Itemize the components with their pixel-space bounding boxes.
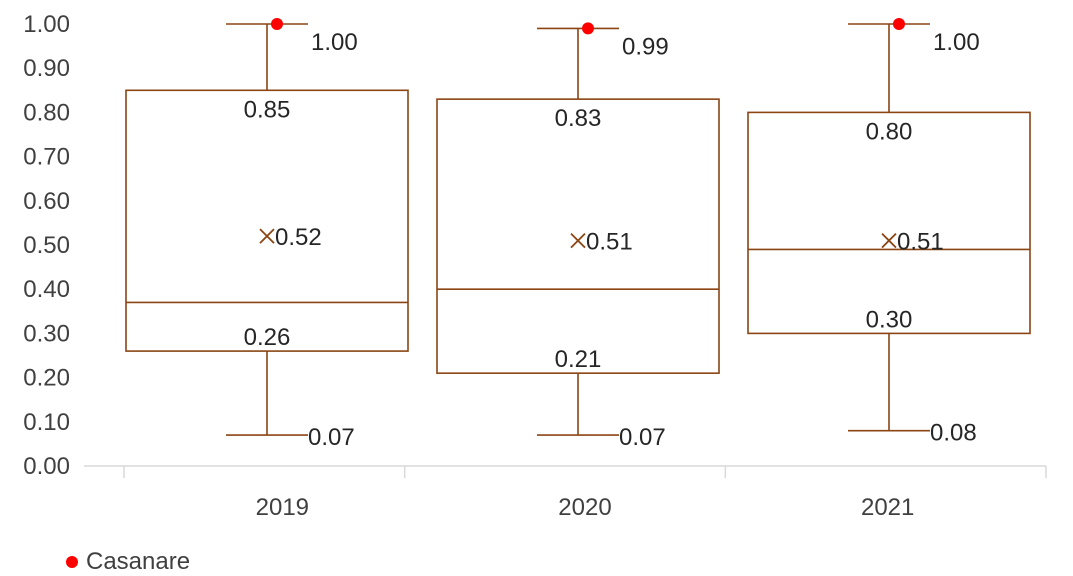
mean-marker	[570, 232, 586, 249]
legend: Casanare	[66, 548, 190, 576]
q1-label: 0.21	[555, 346, 602, 373]
min-label: 0.07	[619, 424, 666, 451]
y-tick-label: 0.90	[23, 55, 70, 82]
q1-label: 0.26	[244, 324, 291, 351]
y-tick-label: 0.10	[23, 409, 70, 436]
y-tick-label: 0.80	[23, 99, 70, 126]
min-label: 0.08	[930, 420, 977, 447]
y-tick-label: 0.40	[23, 276, 70, 303]
max-label: 1.00	[933, 29, 980, 56]
box-iqr	[436, 98, 720, 374]
y-tick-label: 0.60	[23, 188, 70, 215]
q3-label: 0.85	[244, 96, 291, 123]
y-tick-label: 1.00	[23, 11, 70, 38]
y-tick-label: 0.20	[23, 365, 70, 392]
y-tick-label: 0.00	[23, 453, 70, 480]
q1-label: 0.30	[866, 306, 913, 333]
x-tick-label: 2020	[558, 494, 611, 521]
legend-marker-casanare	[66, 556, 78, 568]
casanare-point	[893, 18, 905, 30]
casanare-point	[271, 18, 283, 30]
x-axis: 2019 2020 2021	[84, 465, 1047, 521]
mean-label: 0.52	[275, 224, 322, 251]
max-label: 1.00	[311, 29, 358, 56]
box-2020: 0.99 0.83 0.51 0.21 0.07	[436, 22, 720, 451]
y-tick-label: 0.70	[23, 144, 70, 171]
box-series: 1.00 0.85 0.52 0.26 0.07 0.99 0.83 0.51 0.21 0.07…	[125, 18, 1031, 451]
mean-label: 0.51	[897, 229, 944, 256]
q3-label: 0.80	[866, 118, 913, 145]
mean-marker	[881, 232, 897, 249]
q3-label: 0.83	[555, 105, 602, 132]
box-2019: 1.00 0.85 0.52 0.26 0.07	[125, 18, 409, 451]
mean-label: 0.51	[586, 229, 633, 256]
box-2021: 1.00 0.80 0.51 0.30 0.08	[747, 18, 1031, 447]
y-tick-label: 0.30	[23, 320, 70, 347]
mean-marker	[259, 228, 275, 244]
max-label: 0.99	[622, 33, 669, 60]
casanare-point	[582, 22, 594, 35]
min-label: 0.07	[308, 424, 355, 451]
x-tick-label: 2021	[861, 494, 914, 521]
legend-label-casanare: Casanare	[86, 548, 191, 575]
box-iqr	[747, 111, 1031, 335]
x-tick-label: 2019	[256, 494, 309, 521]
box-iqr	[125, 89, 409, 352]
y-axis: 0.00 0.10 0.20 0.30 0.40 0.50 0.60 0.70 0.80 0.90…	[23, 11, 70, 480]
y-tick-label: 0.50	[23, 232, 70, 259]
